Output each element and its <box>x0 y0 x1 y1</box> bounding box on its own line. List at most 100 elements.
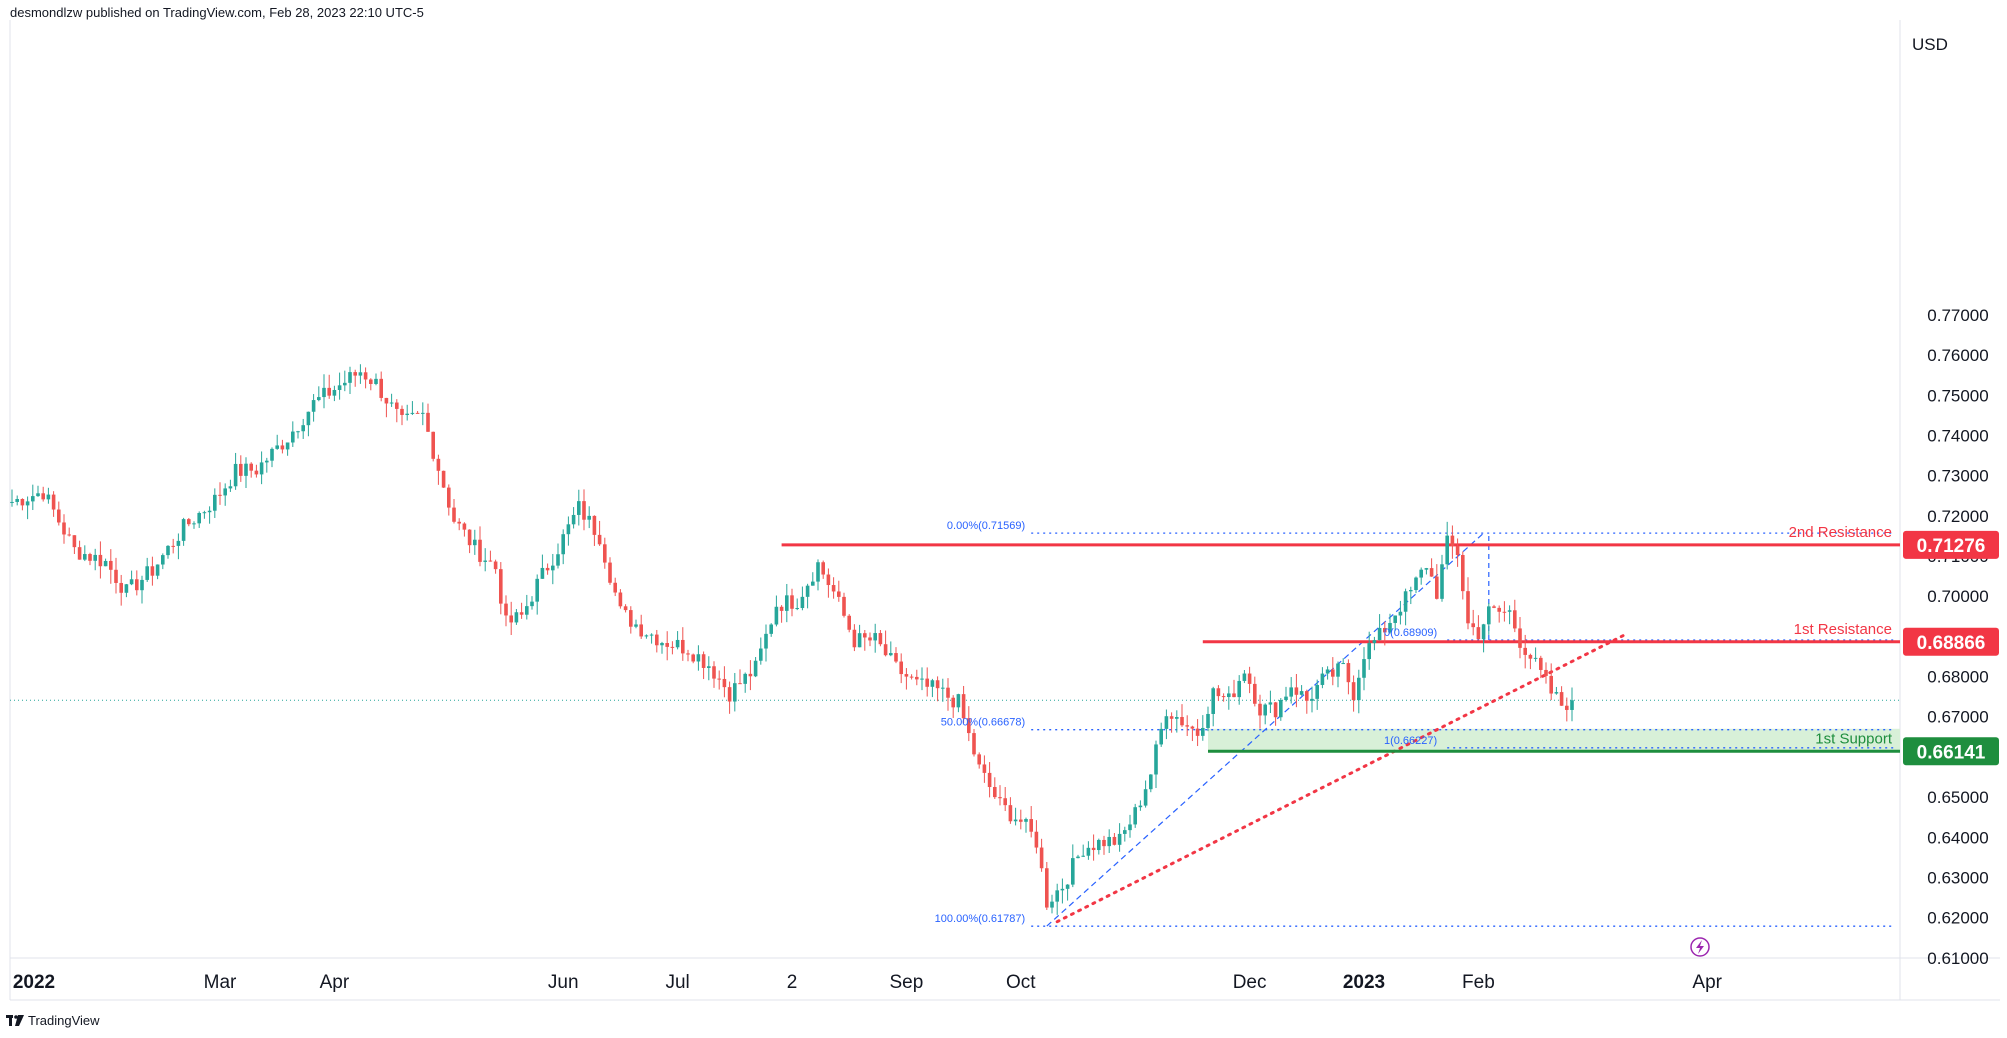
candle[interactable] <box>993 777 997 799</box>
candle[interactable] <box>847 614 851 633</box>
candle[interactable] <box>337 372 342 400</box>
candle[interactable] <box>114 557 118 594</box>
candle[interactable] <box>577 489 581 526</box>
candle[interactable] <box>1414 576 1418 594</box>
candle[interactable] <box>25 496 30 520</box>
candle[interactable] <box>1164 709 1169 740</box>
candle[interactable] <box>1263 703 1267 725</box>
candle[interactable] <box>987 762 992 798</box>
candle[interactable] <box>1294 673 1299 708</box>
candle[interactable] <box>805 583 810 609</box>
candle[interactable] <box>639 614 643 639</box>
candle[interactable] <box>1279 698 1283 721</box>
candle[interactable] <box>530 596 534 610</box>
candle[interactable] <box>1008 797 1013 824</box>
candle[interactable] <box>1045 861 1049 910</box>
candle[interactable] <box>244 457 248 489</box>
candle[interactable] <box>1273 701 1278 726</box>
candle[interactable] <box>1039 838 1044 872</box>
candle[interactable] <box>353 369 357 387</box>
candle[interactable] <box>556 543 560 569</box>
candle[interactable] <box>410 401 415 416</box>
candle[interactable] <box>1034 820 1039 854</box>
candle[interactable] <box>509 601 513 636</box>
candle[interactable] <box>1112 833 1117 846</box>
candle[interactable] <box>1201 715 1205 741</box>
candle[interactable] <box>670 641 675 655</box>
candle[interactable] <box>967 706 971 742</box>
candle[interactable] <box>1419 567 1423 585</box>
candle[interactable] <box>1471 609 1475 636</box>
candle[interactable] <box>961 685 966 724</box>
candle[interactable] <box>1409 586 1413 605</box>
candle[interactable] <box>103 558 108 567</box>
candle[interactable] <box>249 462 253 478</box>
candle[interactable] <box>98 541 103 579</box>
candle[interactable] <box>1299 685 1304 696</box>
candle[interactable] <box>1341 658 1345 665</box>
candle[interactable] <box>951 695 955 718</box>
candle[interactable] <box>1211 686 1215 727</box>
candle[interactable] <box>259 451 264 485</box>
candle[interactable] <box>618 589 623 609</box>
candle[interactable] <box>1190 725 1195 742</box>
candle[interactable] <box>1138 800 1143 811</box>
candle[interactable] <box>821 560 825 579</box>
candle[interactable] <box>623 604 628 613</box>
candle[interactable] <box>1024 817 1028 833</box>
candle[interactable] <box>1107 829 1111 853</box>
candle[interactable] <box>837 580 841 602</box>
candle[interactable] <box>270 447 274 468</box>
candle[interactable] <box>696 645 701 671</box>
candle[interactable] <box>1242 670 1247 684</box>
candle[interactable] <box>956 693 961 713</box>
candle[interactable] <box>1331 657 1335 686</box>
candle[interactable] <box>634 619 638 629</box>
candle[interactable] <box>1013 807 1018 826</box>
candle[interactable] <box>218 482 222 505</box>
candle[interactable] <box>285 442 290 456</box>
candle[interactable] <box>473 529 477 555</box>
candle[interactable] <box>800 586 805 611</box>
candle[interactable] <box>436 454 441 485</box>
candle[interactable] <box>790 588 794 617</box>
candle[interactable] <box>1091 834 1096 861</box>
candle[interactable] <box>317 386 321 402</box>
candle[interactable] <box>1435 564 1439 600</box>
candle[interactable] <box>1268 690 1273 714</box>
candle[interactable] <box>691 653 695 664</box>
candle[interactable] <box>587 506 591 529</box>
candle[interactable] <box>36 485 40 497</box>
candle[interactable] <box>504 595 508 627</box>
candle[interactable] <box>935 676 940 702</box>
candle[interactable] <box>431 431 435 462</box>
candle[interactable] <box>1133 803 1137 828</box>
candle[interactable] <box>816 559 820 591</box>
candle[interactable] <box>488 550 493 562</box>
candle[interactable] <box>441 470 446 488</box>
candle[interactable] <box>925 667 929 697</box>
candle[interactable] <box>187 517 191 527</box>
candle[interactable] <box>831 577 836 599</box>
candle[interactable] <box>1180 704 1184 727</box>
candle[interactable] <box>233 452 238 490</box>
candle[interactable] <box>920 667 924 691</box>
time-axis[interactable]: 2022 Mar Apr Jun Jul 2 Sep Oct Dec 2023 Feb Apr <box>13 972 1723 993</box>
candle[interactable] <box>41 486 45 502</box>
candle[interactable] <box>1185 715 1189 737</box>
candle[interactable] <box>930 678 935 698</box>
candle[interactable] <box>1029 806 1033 838</box>
candle[interactable] <box>291 421 295 447</box>
candle[interactable] <box>779 605 784 623</box>
candle[interactable] <box>109 549 113 584</box>
candle[interactable] <box>483 548 487 572</box>
candle[interactable] <box>1372 636 1377 651</box>
candle[interactable] <box>1565 697 1569 722</box>
candle[interactable] <box>1476 615 1481 640</box>
candle[interactable] <box>1315 679 1319 710</box>
candle[interactable] <box>998 785 1002 806</box>
candle[interactable] <box>1445 521 1449 570</box>
candle[interactable] <box>545 563 550 575</box>
candle[interactable] <box>681 627 685 661</box>
